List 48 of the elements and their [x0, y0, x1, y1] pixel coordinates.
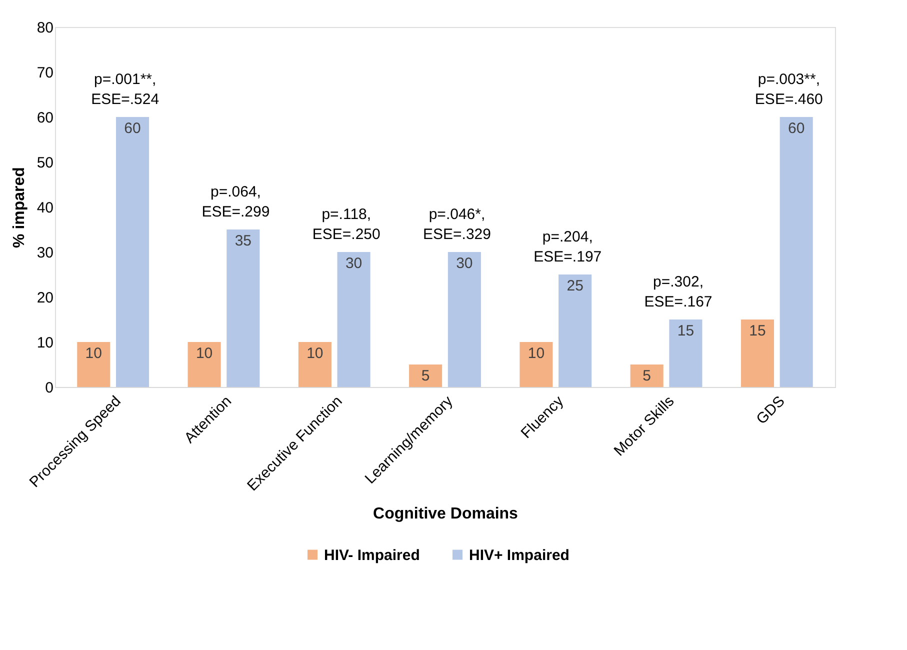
legend-label: HIV- Impaired [324, 546, 420, 564]
data-label: 10 [528, 345, 545, 362]
data-label: 60 [124, 120, 141, 137]
data-label: 10 [306, 345, 324, 362]
bar [740, 320, 774, 387]
annotation: p=.302, ESE=.167 [644, 274, 712, 310]
bar [337, 252, 370, 387]
bar [520, 342, 553, 387]
y-tick-label: 30 [36, 244, 54, 262]
annotation: p=.001**, ESE=.524 [91, 71, 160, 108]
y-tick-label: 10 [36, 334, 54, 352]
bar [669, 320, 702, 387]
data-label: 25 [566, 278, 584, 294]
y-tick-label: 0 [45, 380, 54, 396]
bar [630, 364, 664, 387]
data-label: 15 [749, 322, 766, 340]
data-label: 35 [234, 232, 252, 250]
data-label: 60 [788, 120, 805, 137]
annotation: p=.204, ESE=.197 [534, 228, 602, 266]
annotation: p=.118, ESE=.250 [312, 206, 380, 243]
y-axis-title: % impared [10, 167, 28, 248]
y-tick-label: 80 [36, 20, 54, 36]
y-tick-label: 50 [36, 154, 54, 172]
bar [298, 342, 332, 387]
y-tick-label: 60 [36, 110, 54, 126]
y-tick-label: 20 [36, 290, 54, 306]
bar [116, 117, 150, 387]
annotation: p=.064, ESE=.299 [202, 184, 270, 220]
data-label: 30 [456, 255, 473, 272]
y-tick-label: 70 [36, 64, 54, 82]
bar [77, 342, 110, 387]
bar [780, 117, 813, 387]
annotation: p=.046*, ESE=.329 [423, 206, 491, 243]
x-axis-title: Cognitive Domains [373, 506, 518, 523]
data-label: 5 [421, 368, 430, 384]
annotation: p=.003**, ESE=.460 [754, 71, 823, 108]
bar [226, 230, 260, 387]
legend-label: HIV+ Impaired [469, 546, 570, 564]
bar [558, 274, 592, 387]
data-label: 5 [642, 368, 652, 384]
bar [188, 342, 221, 387]
data-label: 15 [677, 322, 694, 340]
data-label: 10 [85, 345, 102, 362]
data-label: 10 [196, 345, 213, 362]
data-label: 30 [345, 255, 362, 272]
y-tick-label: 40 [36, 200, 54, 216]
bar [409, 364, 442, 387]
bar [448, 252, 481, 387]
